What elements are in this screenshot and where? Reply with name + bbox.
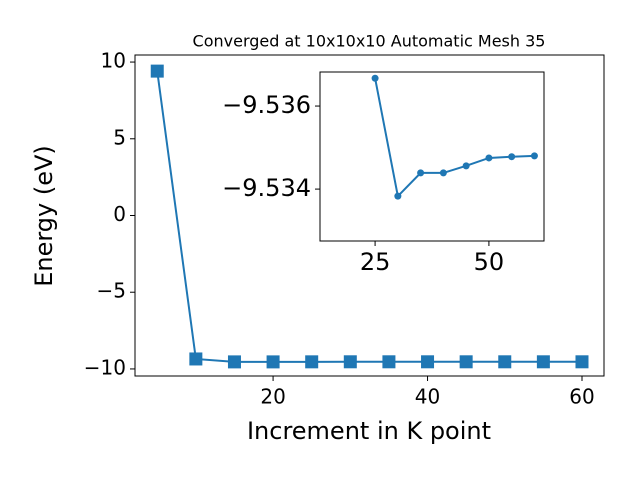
x-tick-label: 25 xyxy=(360,248,391,276)
x-tick-label: 20 xyxy=(260,385,285,409)
y-axis-label: Energy (eV) xyxy=(30,145,58,287)
marker xyxy=(498,355,512,369)
marker xyxy=(382,355,396,369)
marker xyxy=(459,355,473,369)
marker xyxy=(189,352,203,366)
marker xyxy=(439,169,447,177)
marker xyxy=(417,169,425,177)
x-tick-label: 40 xyxy=(415,385,440,409)
marker xyxy=(485,154,493,162)
y-tick-label: −9.536 xyxy=(222,91,311,119)
y-tick-label: 5 xyxy=(113,125,126,149)
marker xyxy=(150,64,164,78)
y-tick-label: −5 xyxy=(97,279,126,303)
y-tick-label: 10 xyxy=(101,49,126,73)
marker xyxy=(575,355,589,369)
x-tick-label: 50 xyxy=(474,248,505,276)
y-tick-label: 0 xyxy=(113,202,126,226)
marker xyxy=(421,355,435,369)
marker xyxy=(305,355,319,369)
x-tick-label: 60 xyxy=(569,385,594,409)
y-tick-label: −10 xyxy=(84,355,126,379)
marker xyxy=(227,355,241,369)
x-axis-label: Increment in K point xyxy=(247,417,491,445)
marker xyxy=(536,355,550,369)
y-tick-label: −9.534 xyxy=(222,174,311,202)
line xyxy=(374,78,535,199)
marker xyxy=(530,152,538,160)
chart-title: Converged at 10x10x10 Automatic Mesh 35 xyxy=(193,32,546,51)
marker xyxy=(508,153,516,161)
marker xyxy=(462,162,470,170)
marker xyxy=(343,355,357,369)
marker xyxy=(394,192,402,200)
marker xyxy=(266,355,280,369)
marker xyxy=(371,74,379,82)
